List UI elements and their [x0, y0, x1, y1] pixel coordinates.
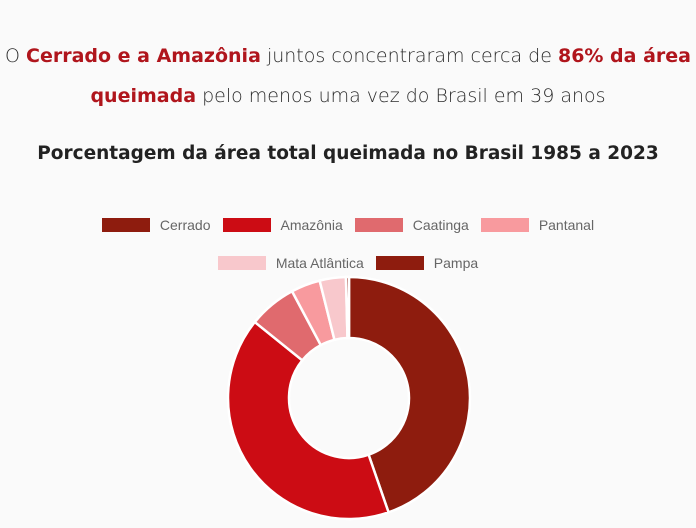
legend-swatch: [375, 256, 424, 270]
legend-swatch: [217, 256, 266, 270]
donut-chart: [226, 275, 472, 521]
donut-slice-amazônia[interactable]: [226, 320, 391, 521]
legend-label: Amazônia: [280, 217, 343, 233]
headline-text: juntos concentraram cerca de: [260, 45, 558, 67]
chart-title: Porcentagem da área total queimada no Br…: [37, 143, 659, 164]
headline-text: pelo menos uma vez do Brasil em 39 anos: [196, 85, 606, 107]
headline: O Cerrado e a Amazônia juntos concentrar…: [0, 36, 696, 116]
legend-item[interactable]: Pampa: [375, 254, 479, 272]
legend-swatch: [222, 218, 271, 232]
headline-highlight-biomes: Cerrado e a Amazônia: [26, 45, 261, 67]
legend-label: Cerrado: [159, 217, 211, 233]
legend-swatch: [480, 218, 529, 232]
headline-highlight-percent: 86% da área queimada: [90, 45, 691, 107]
donut-slice-pampa[interactable]: [344, 275, 351, 340]
legend-label: Pantanal: [538, 217, 595, 233]
legend-label: Pampa: [433, 255, 479, 271]
legend-item[interactable]: Pantanal: [480, 216, 595, 234]
legend-item[interactable]: Caatinga: [354, 216, 469, 234]
legend-item[interactable]: Cerrado: [101, 216, 211, 234]
legend-label: Mata Atlântica: [275, 255, 364, 271]
legend-item[interactable]: Mata Atlântica: [217, 254, 364, 272]
donut-slice-cerrado[interactable]: [347, 275, 472, 514]
headline-text: O: [5, 45, 26, 67]
legend-item[interactable]: Amazônia: [222, 216, 343, 234]
legend-swatch: [101, 218, 150, 232]
legend-label: Caatinga: [412, 217, 469, 233]
chart-legend: Cerrado Amazônia Caatinga Pantanal Mata Atlâ…: [60, 216, 636, 272]
legend-swatch: [354, 218, 403, 232]
